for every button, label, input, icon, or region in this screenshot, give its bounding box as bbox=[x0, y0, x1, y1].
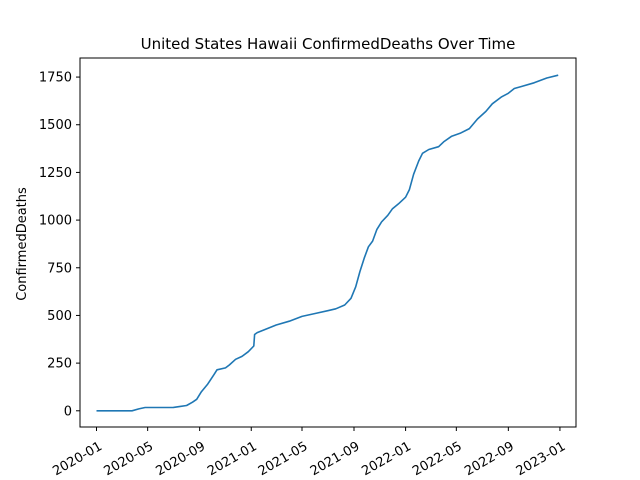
x-tick-label: 2020-01 bbox=[50, 439, 105, 479]
plot-area bbox=[96, 74, 559, 412]
y-tick-label: 1000 bbox=[39, 214, 72, 229]
y-tick-label: 750 bbox=[47, 261, 72, 276]
x-tick-label: 2020-05 bbox=[102, 439, 157, 479]
x-tick-label: 2020-09 bbox=[154, 439, 209, 479]
x-tick-label: 2021-01 bbox=[205, 439, 260, 479]
series-line bbox=[96, 74, 559, 412]
x-axis: 2020-012020-052020-092021-012021-052021-… bbox=[50, 427, 568, 479]
x-tick-label: 2021-09 bbox=[308, 439, 363, 479]
y-axis-label: ConfirmedDeaths bbox=[15, 187, 30, 301]
y-tick-label: 1250 bbox=[39, 166, 72, 181]
y-axis: 0 250 500 750 1000 1250 1500 1750 bbox=[39, 71, 80, 419]
y-tick-label: 0 bbox=[64, 404, 72, 419]
plot-frame bbox=[79, 57, 577, 428]
x-tick-label: 2022-01 bbox=[359, 439, 414, 479]
y-tick-label: 250 bbox=[47, 357, 72, 372]
chart-title: United States Hawaii ConfirmedDeaths Ove… bbox=[141, 35, 516, 53]
y-tick-label: 1750 bbox=[39, 71, 72, 86]
y-tick-label: 500 bbox=[47, 309, 72, 324]
x-tick-label: 2022-05 bbox=[410, 439, 465, 479]
x-tick-label: 2023-01 bbox=[514, 439, 569, 479]
x-tick-label: 2022-09 bbox=[462, 439, 517, 479]
y-tick-label: 1500 bbox=[39, 118, 72, 133]
x-tick-label: 2021-05 bbox=[256, 439, 311, 479]
